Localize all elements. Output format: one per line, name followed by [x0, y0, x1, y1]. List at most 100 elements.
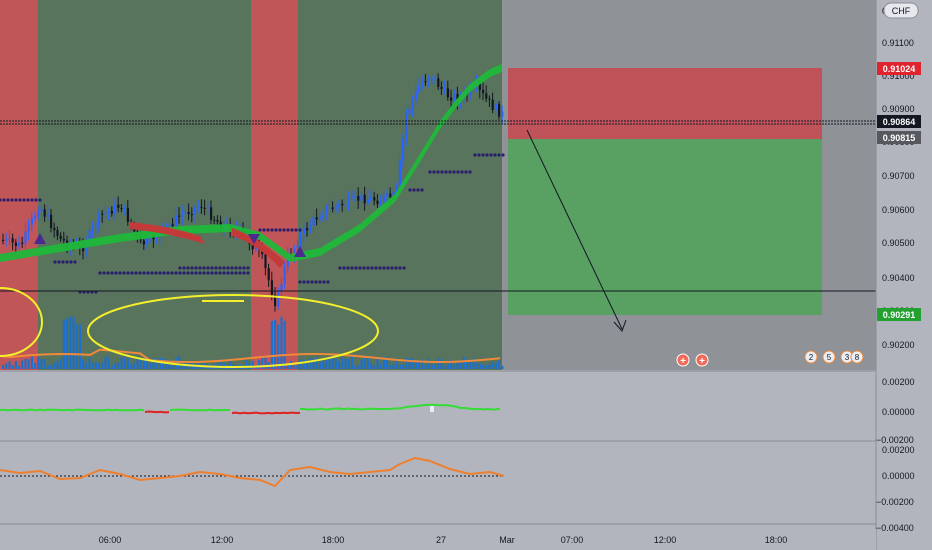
trail-dot	[489, 153, 493, 157]
candle-body	[50, 214, 53, 228]
trail-dot	[408, 188, 412, 192]
trail-dot	[174, 271, 178, 275]
event-marker-plus-2[interactable]	[695, 353, 709, 367]
volume-bar	[72, 317, 75, 369]
trail-dot	[432, 170, 436, 174]
price-tick: 0.90900	[882, 104, 915, 114]
stop-zone[interactable]	[508, 68, 822, 139]
target-zone[interactable]	[508, 139, 822, 315]
event-marker-8[interactable]	[850, 350, 864, 364]
svg-text:5: 5	[827, 353, 832, 362]
event-markers[interactable]: + + 2 5 3 8	[676, 350, 864, 367]
volume-bar	[450, 359, 453, 369]
trail-dot	[202, 271, 206, 275]
price-tick: 0.90400	[882, 273, 915, 283]
time-axis-bg[interactable]	[0, 530, 876, 550]
candle-body	[267, 268, 270, 281]
volume-bar	[296, 364, 299, 369]
candle-body	[299, 234, 302, 247]
volume-bar	[133, 362, 136, 369]
event-marker-2[interactable]	[804, 350, 818, 364]
trail-dot	[214, 266, 218, 270]
osc1-segment	[169, 408, 231, 412]
trail-dot	[460, 170, 464, 174]
volume-bar	[110, 365, 113, 369]
trail-dot	[2, 198, 6, 202]
trail-dot	[170, 271, 174, 275]
candle-body	[117, 204, 120, 209]
volume-bar	[370, 363, 373, 369]
volume-bar	[446, 363, 449, 369]
price-tick: 0.90700	[882, 171, 915, 181]
volume-bar	[322, 359, 325, 369]
candle-body	[110, 210, 113, 214]
session-bg-red	[0, 0, 38, 370]
trail-dot	[138, 271, 142, 275]
trail-dot	[238, 271, 242, 275]
trail-dot	[150, 271, 154, 275]
candle-body	[306, 228, 309, 231]
osc1-segment	[231, 411, 301, 415]
trail-dot	[493, 153, 497, 157]
trail-dot	[158, 271, 162, 275]
volume-bar	[306, 364, 309, 369]
trail-dot	[394, 266, 398, 270]
osc1-segment	[0, 408, 145, 412]
candle-body	[405, 114, 408, 139]
candle-body	[8, 238, 11, 240]
volume-bar	[360, 359, 363, 369]
candle-body	[34, 215, 37, 219]
candle-body	[331, 207, 334, 210]
candle-body	[114, 204, 117, 214]
candle-body	[53, 227, 56, 231]
volume-bar	[245, 360, 248, 369]
event-marker-plus-1[interactable]	[676, 353, 690, 367]
candle-body	[251, 244, 254, 250]
candle-body	[296, 246, 299, 249]
volume-bar	[149, 363, 152, 369]
volume-bar	[443, 365, 446, 369]
trail-dot	[190, 266, 194, 270]
trend-ribbon	[0, 64, 502, 268]
candle-body	[206, 207, 209, 209]
volume-bar	[56, 360, 59, 369]
osc1-axis[interactable]: 0.00200 0.00000 −0.00200	[876, 377, 915, 445]
candle-body	[88, 230, 91, 244]
candle-body	[37, 211, 40, 216]
candle-body	[347, 197, 350, 206]
trail-dot	[358, 266, 362, 270]
trail-dot	[473, 153, 477, 157]
volume-bar	[363, 356, 366, 369]
trail-dot	[57, 260, 61, 264]
volume-bar	[104, 356, 107, 369]
candle-body	[11, 238, 14, 243]
price-axis[interactable]: 0. 0.91100 0.91000 0.90900 0.90800 0.907…	[882, 6, 915, 350]
last-price-badge	[877, 115, 921, 128]
candle-body	[411, 100, 414, 110]
trailing-dots	[0, 153, 505, 294]
highlight-ellipse-right[interactable]	[87, 294, 379, 368]
volume-bar	[434, 364, 437, 369]
volume-bar	[318, 362, 321, 369]
forecast-arrow[interactable]	[526, 129, 623, 330]
volume-bar	[50, 364, 53, 369]
candle-body	[270, 280, 273, 295]
oscillator-2	[0, 456, 505, 488]
price-tick: 0.90600	[882, 205, 915, 215]
volume-bar	[344, 358, 347, 369]
candle-body	[379, 201, 382, 205]
candle-body	[440, 86, 443, 89]
osc2-axis[interactable]: 0.00200 0.00000 −0.00200 −0.00400	[876, 445, 915, 533]
candle-body	[171, 224, 174, 227]
time-tick: 06:00	[99, 535, 122, 545]
candle-body	[91, 226, 94, 231]
trail-dot	[206, 271, 210, 275]
currency-chip[interactable]	[883, 2, 919, 19]
candle-body	[146, 237, 149, 245]
trail-dot	[428, 170, 432, 174]
forecast-arrowhead	[613, 319, 627, 332]
event-marker-5[interactable]	[822, 350, 836, 364]
highlight-ellipse-left[interactable]	[0, 287, 43, 357]
volume-bar	[114, 362, 117, 369]
